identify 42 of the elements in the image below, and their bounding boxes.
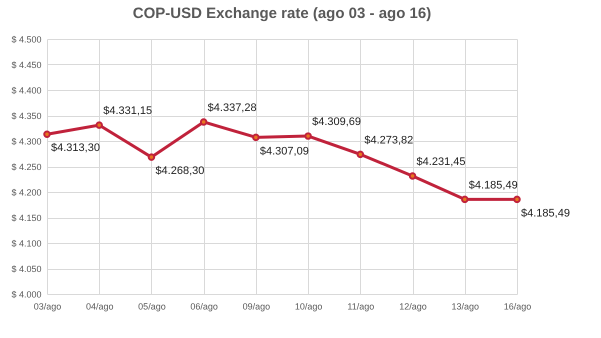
- data-label: $4.273,82: [364, 134, 414, 146]
- y-tick-label: $ 4.000: [11, 290, 42, 300]
- data-label: $4.268,30: [155, 165, 204, 178]
- data-label: $4.307,09: [260, 145, 309, 158]
- y-tick-label: $ 4.100: [11, 238, 42, 248]
- point: [200, 118, 208, 126]
- y-tick-label: $ 4.350: [11, 111, 42, 121]
- x-tick-label: 09/ago: [242, 302, 270, 312]
- x-tick-label: 10/ago: [294, 302, 322, 312]
- y-tick-label: $ 4.300: [11, 136, 42, 146]
- point: [148, 153, 156, 161]
- point: [513, 196, 521, 204]
- data-label: $4.331,15: [103, 105, 152, 118]
- point: [461, 196, 469, 204]
- data-label: $4.337,28: [208, 102, 257, 114]
- data-label: $4.185,49: [521, 207, 570, 220]
- data-label: $4.309,69: [312, 116, 362, 128]
- point: [408, 172, 416, 180]
- point: [304, 132, 312, 140]
- x-tick-label: 06/ago: [190, 302, 218, 312]
- x-tick-label: 11/ago: [347, 302, 374, 312]
- y-tick-label: $ 4.150: [11, 213, 42, 223]
- point: [95, 121, 103, 129]
- data-label: $4.231,45: [416, 156, 466, 168]
- y-tick-label: $ 4.500: [11, 34, 42, 44]
- point: [356, 150, 364, 158]
- y-tick-label: $ 4.250: [11, 162, 42, 172]
- x-tick-label: 03/ago: [34, 302, 62, 312]
- x-tick-label: 04/ago: [86, 302, 114, 312]
- data-label: $4.185,49: [468, 179, 518, 192]
- y-tick-label: $ 4.450: [11, 60, 42, 70]
- x-tick-label: 12/ago: [399, 302, 427, 312]
- point: [43, 130, 51, 138]
- point: [252, 134, 260, 142]
- x-tick-label: 13/ago: [452, 302, 480, 312]
- y-tick-label: $ 4.400: [11, 86, 42, 96]
- x-tick-label: 16/ago: [504, 302, 532, 312]
- y-tick-label: $ 4.200: [11, 188, 42, 198]
- data-label: $4.313,30: [51, 142, 100, 154]
- x-tick-label: 05/ago: [138, 302, 166, 312]
- y-tick-label: $ 4.050: [11, 264, 42, 274]
- chart-title: COP-USD Exchange rate (ago 03 - ago 16): [132, 5, 432, 22]
